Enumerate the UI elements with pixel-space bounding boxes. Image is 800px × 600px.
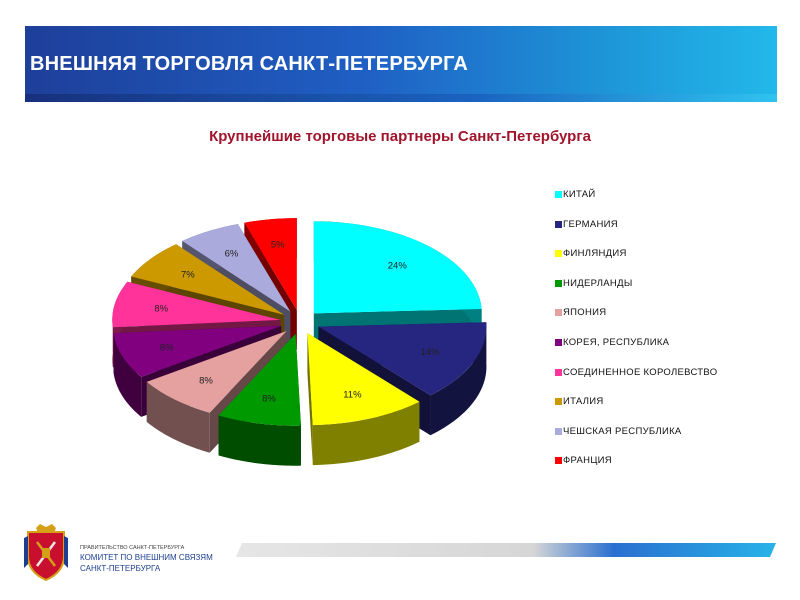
- org-name-line1: КОМИТЕТ ПО ВНЕШНИМ СВЯЗЯМ: [80, 553, 213, 562]
- legend-swatch: [555, 309, 562, 317]
- legend-swatch: [555, 191, 562, 198]
- pie-data-label: 14%: [421, 347, 441, 358]
- pie-slice-edge: [430, 322, 487, 436]
- pie-slice-edge: [312, 401, 420, 466]
- pie-slice-edge: [146, 381, 210, 453]
- pie-data-label: 8%: [160, 343, 174, 354]
- legend-label: НИДЕРЛАНДЫ: [563, 277, 633, 289]
- pie-slice-4: [218, 333, 301, 426]
- pie-slice-6: [113, 325, 282, 377]
- pie-slice-8: [131, 244, 285, 315]
- legend-label: КИТАЙ: [563, 189, 596, 200]
- legend-swatch: [555, 398, 562, 406]
- org-name-line2: САНКТ-ПЕТЕРБУРГА: [80, 564, 161, 573]
- legend-swatch: [555, 279, 562, 287]
- chart-title: Крупнейшие торговые партнеры Санкт-Петер…: [209, 128, 591, 145]
- pie-slice-5: [146, 330, 287, 413]
- pie-data-label: 24%: [388, 260, 408, 271]
- legend-label: ИТАЛИЯ: [563, 396, 604, 408]
- pie-slice-wall: [307, 333, 313, 466]
- pie-data-label: 8%: [262, 393, 276, 404]
- page-title: ВНЕШНЯЯ ТОРГОВЛЯ САНКТ-ПЕТЕРБУРГА: [30, 53, 469, 75]
- header-stripe: [25, 94, 777, 102]
- pie-data-label: 8%: [199, 375, 213, 386]
- legend-swatch: [555, 220, 562, 228]
- legend-label: ЧЕШСКАЯ РЕСПУБЛИКА: [563, 425, 682, 437]
- pie-data-label: 5%: [271, 240, 285, 251]
- pie-slice-edge: [218, 415, 301, 466]
- pie-slice-2: [318, 322, 487, 396]
- pie-data-label: 6%: [225, 249, 239, 260]
- pie-slice-3: [307, 333, 420, 426]
- legend-label: СОЕДИНЕННОЕ КОРОЛЕВСТВО: [563, 366, 718, 378]
- legend-swatch: [555, 457, 562, 465]
- coat-of-arms-icon: [24, 524, 68, 582]
- legend-swatch: [555, 250, 562, 258]
- pie-slice-9: [182, 224, 291, 312]
- legend-label: КОРЕЯ, РЕСПУБЛИКА: [563, 337, 670, 348]
- legend-label: ФРАНЦИЯ: [563, 455, 612, 467]
- pie-data-label: 7%: [181, 270, 195, 281]
- legend-label: ЯПОНИЯ: [563, 307, 607, 319]
- pie-slice-10: [244, 218, 297, 311]
- pie-slice-edge: [113, 333, 142, 417]
- pie-data-label: 11%: [343, 390, 362, 401]
- legend-label: ГЕРМАНИЯ: [563, 218, 618, 230]
- legend-swatch: [555, 339, 562, 346]
- footer-stripe: [236, 543, 776, 557]
- legend-swatch: [555, 427, 562, 435]
- legend-label: ФИНЛЯНДИЯ: [563, 248, 627, 260]
- pie-data-label: 8%: [154, 303, 168, 314]
- pie-slice-1: [313, 221, 482, 314]
- pie-slice-7: [112, 281, 281, 328]
- legend-swatch: [555, 368, 562, 376]
- header-banner: [25, 26, 777, 102]
- org-government: ПРАВИТЕЛЬСТВО САНКТ-ПЕТЕРБУРГА: [80, 545, 185, 551]
